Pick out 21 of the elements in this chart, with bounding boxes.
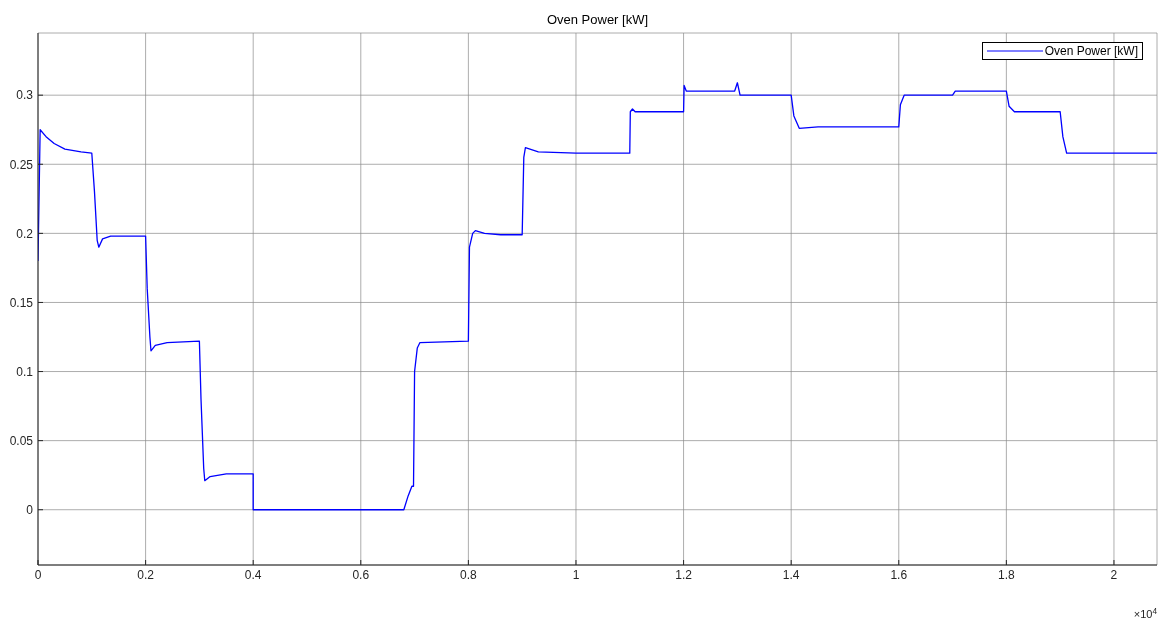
x-tick-label: 1 <box>572 567 580 582</box>
x-tick-label: 1.4 <box>782 567 800 582</box>
x-tick-label: 1.8 <box>998 567 1016 582</box>
y-tick-label: 0.2 <box>16 226 34 241</box>
x-tick-label: 2 <box>1110 567 1118 582</box>
chart-title: Oven Power [kW] <box>546 12 649 27</box>
y-tick-label: 0.25 <box>9 157 34 172</box>
y-tick-label: 0 <box>26 502 34 517</box>
text: ×10$^{4}$ <box>1133 606 1158 620</box>
line-series <box>38 82 1157 511</box>
x-tick-label: 0.2 <box>137 567 155 582</box>
x-tick-label: 0.8 <box>460 567 478 582</box>
legend-label: Oven Power [kW] <box>1044 44 1138 58</box>
y-tick-label: 0.05 <box>9 433 34 448</box>
y-tick-label: 0.3 <box>16 88 34 103</box>
x-tick-label: 1.6 <box>890 567 908 582</box>
x-tick-label: 0.6 <box>352 567 370 582</box>
x-tick-label: 1.2 <box>675 567 693 582</box>
y-tick-label: 0.1 <box>16 364 34 379</box>
y-tick-label: 0.15 <box>9 295 34 310</box>
x-tick-label: 0.4 <box>244 567 262 582</box>
